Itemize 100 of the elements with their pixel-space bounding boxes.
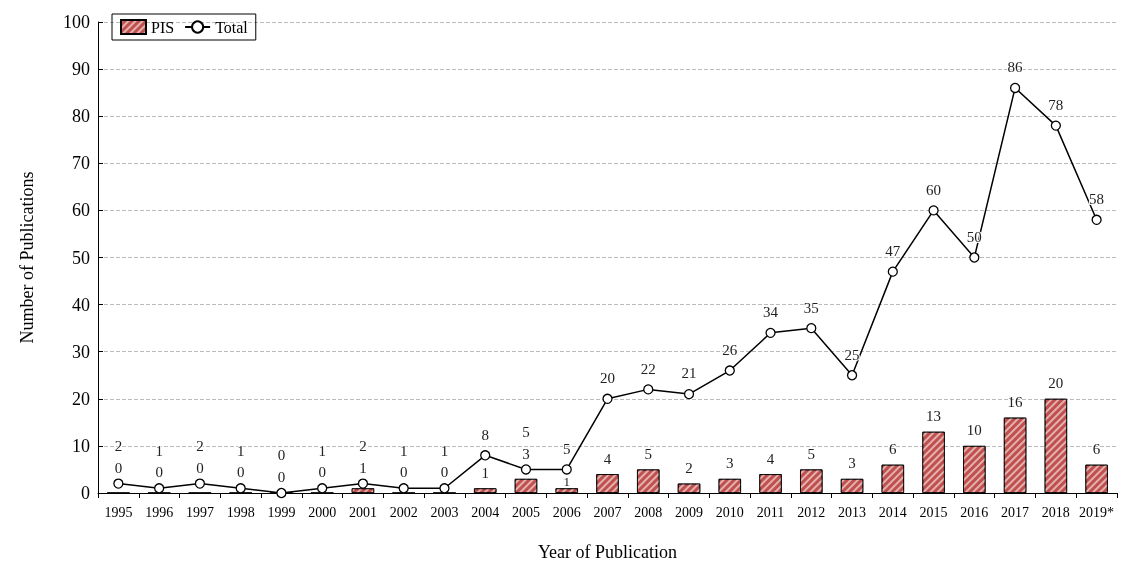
point (602, 393, 613, 404)
data-label: 2 (196, 437, 204, 454)
y-tick-label: 40 (72, 294, 90, 315)
x-tick-label: 2003 (430, 504, 459, 520)
data-label: 22 (640, 360, 656, 377)
x-tick-label: 2002 (389, 504, 418, 520)
y-tick-label: 80 (72, 106, 90, 127)
point (765, 327, 776, 339)
x-tick-label: 2001 (348, 504, 377, 520)
point (276, 487, 287, 499)
data-label: 4 (766, 450, 775, 467)
x-tick-label: 2000 (308, 504, 337, 520)
data-label: 6 (1092, 441, 1101, 458)
data-label: 1 (563, 474, 570, 490)
data-label: 1 (440, 442, 449, 459)
point (969, 252, 980, 263)
data-label: 20 (1048, 375, 1064, 392)
x-tick-label: 2017 (1001, 504, 1030, 520)
x-tick-label: 2009 (675, 504, 704, 520)
y-tick-label: 30 (72, 341, 90, 362)
data-label: 13 (926, 408, 942, 425)
x-tick-label: 2013 (838, 504, 867, 520)
data-label: 1 (155, 442, 163, 459)
x-tick-label: 2005 (511, 504, 540, 520)
x-tick-label: 2011 (756, 504, 785, 520)
x-tick-label: 1996 (145, 504, 174, 520)
data-label: 0 (399, 464, 408, 481)
x-tick-label: 1997 (185, 504, 214, 520)
x-tick-label: 2019* (1079, 504, 1115, 520)
x-tick-label: 1999 (267, 504, 296, 520)
data-label: 4 (603, 450, 612, 467)
data-label: 0 (318, 464, 326, 481)
point (846, 370, 858, 381)
legend-label: PIS (151, 18, 175, 36)
x-tick-label: 2018 (1041, 504, 1070, 520)
point (724, 365, 735, 376)
point (561, 464, 572, 475)
data-label: 58 (1089, 191, 1105, 208)
point (398, 483, 409, 494)
data-label: 1 (318, 442, 326, 459)
data-label: 3 (848, 455, 856, 472)
point (1050, 120, 1062, 131)
data-label: 0 (114, 459, 123, 476)
x-axis-title: Year of Publication (537, 542, 678, 562)
y-tick-label: 60 (72, 200, 90, 221)
x-tick-label: 1998 (226, 504, 255, 520)
point (235, 483, 246, 494)
data-label: 5 (644, 445, 653, 462)
x-tick-label: 2010 (715, 504, 744, 520)
point (317, 483, 328, 494)
x-tick-label: 2014 (878, 504, 907, 520)
point (1091, 214, 1102, 225)
data-label: 5 (522, 423, 530, 440)
data-label: 16 (1007, 394, 1024, 411)
data-label: 6 (889, 441, 898, 458)
point (928, 205, 939, 216)
data-label: 26 (722, 341, 738, 358)
data-label: 1 (236, 442, 245, 459)
data-label: 5 (562, 440, 571, 457)
data-label: 2 (359, 437, 367, 454)
data-label: 1 (399, 442, 408, 459)
x-tick-label: 2016 (960, 504, 989, 520)
x-tick-label: 2008 (634, 504, 663, 520)
point (643, 384, 654, 395)
point (357, 478, 369, 489)
y-tick-label: 0 (81, 483, 90, 503)
data-label: 1 (359, 460, 367, 477)
data-label: 2 (114, 437, 123, 454)
data-label: 35 (803, 299, 819, 316)
point (887, 266, 898, 277)
point (520, 464, 532, 475)
point (154, 483, 165, 494)
point (1009, 82, 1021, 94)
data-label: 10 (966, 422, 982, 439)
data-label: 0 (277, 469, 286, 486)
data-label: 1 (481, 464, 489, 481)
legend-label: Total (215, 18, 249, 36)
y-tick-label: 70 (72, 153, 90, 174)
data-label: 86 (1007, 59, 1024, 76)
data-label: 3 (522, 445, 530, 462)
x-tick-label: 2007 (593, 504, 622, 520)
y-axis-title: Number of Publications (17, 171, 37, 344)
point (806, 323, 817, 334)
data-label: 0 (236, 464, 245, 481)
x-tick-label: 1995 (104, 504, 133, 520)
point (194, 478, 206, 489)
point (480, 450, 491, 461)
data-label: 60 (926, 181, 942, 198)
point (113, 478, 124, 489)
x-tick-label: 2012 (797, 504, 826, 520)
data-label: 34 (763, 304, 779, 321)
y-tick-label: 50 (72, 247, 90, 268)
y-tick-label: 20 (72, 388, 90, 409)
y-tick-label: 90 (72, 59, 90, 80)
y-tick-label: 10 (72, 435, 90, 456)
data-label: 0 (196, 459, 204, 476)
data-label: 47 (885, 242, 901, 259)
x-tick-label: 2004 (471, 504, 500, 520)
y-tick-label: 100 (63, 12, 90, 32)
data-label: 3 (726, 455, 734, 472)
